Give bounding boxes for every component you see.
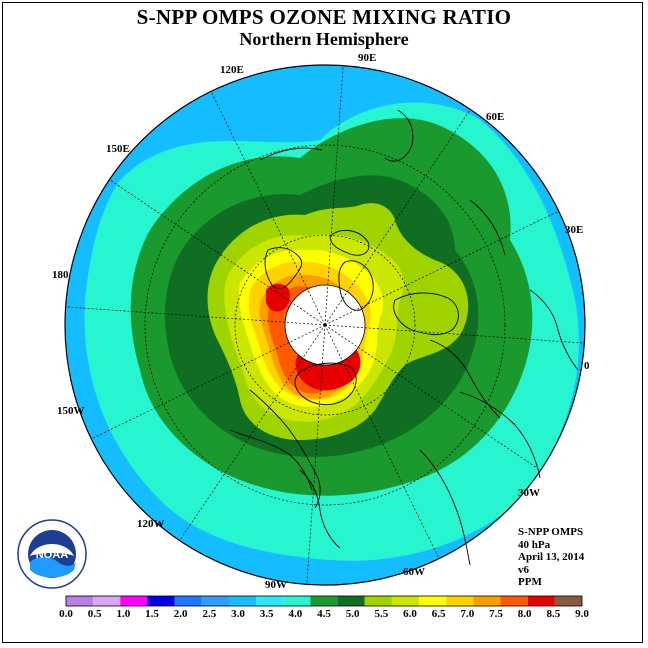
lon-label-150w: 150W: [57, 405, 85, 417]
meridian-90e: [324, 65, 344, 326]
meridian-60e: [324, 109, 471, 326]
colorbar-swatch: [66, 596, 94, 606]
coastlines: [229, 109, 579, 566]
meridian-150w: [91, 324, 326, 440]
contour-8.0-8.5-b: [266, 283, 291, 312]
colorbar-tick-label: 1.0: [116, 608, 131, 620]
colorbar-swatch: [473, 596, 501, 606]
colorbar-tick-label: 3.5: [259, 608, 274, 620]
colorbar-swatch: [527, 596, 555, 606]
info-block: S-NPP OMPS 40 hPa April 13, 2014 v6 PPM: [518, 526, 584, 589]
meridian-30w: [324, 324, 541, 471]
figure-frame: [2, 2, 643, 643]
colorbar-tick-label: 6.0: [403, 608, 417, 620]
colorbar-tick-label: 2.0: [173, 608, 188, 620]
colorbar-swatch: [310, 596, 338, 606]
meridian-150e: [109, 179, 326, 326]
colorbar-tick-label: 0.0: [59, 608, 73, 620]
colorbar-swatch: [364, 596, 392, 606]
colorbar-swatch: [283, 596, 311, 606]
lon-label-30e: 30E: [565, 224, 584, 236]
meridian-120e: [210, 91, 326, 326]
colorbar-tick-label: 8.5: [546, 608, 561, 620]
meridian-30e: [324, 210, 559, 326]
chart-subtitle: Northern Hemisphere: [239, 29, 409, 49]
colorbar-scale: 0.0 0.5 1.0 1.5 2.0 2.5 3.0 3.5 4.0 4.5 5.0 5.5 6.0 6…: [0, 608, 648, 622]
colorbar-swatch: [554, 596, 582, 606]
colorbar-tick-label: 5.5: [374, 608, 389, 620]
lon-label-90w: 90W: [265, 579, 287, 591]
colorbar-tick-label: 1.5: [145, 608, 159, 620]
meridian-180: [65, 306, 326, 326]
colorbar-tick-label: 8.0: [517, 608, 532, 620]
latitude-circle-60n: [234, 234, 416, 416]
colorbar-swatch: [147, 596, 175, 606]
info-instrument: S-NPP OMPS: [518, 526, 584, 538]
meridian-60w: [324, 324, 440, 559]
colorbar-tick-label: 4.5: [317, 608, 331, 620]
colorbar-swatch: [500, 596, 528, 606]
colorbar-tick-label: 5.0: [345, 608, 360, 620]
colorbar-tick-label: 2.5: [202, 608, 217, 620]
lon-label-60e: 60E: [486, 111, 505, 123]
info-units: PPM: [518, 576, 542, 588]
meridian-120w: [179, 324, 326, 541]
colorbar-tick-label: 7.0: [460, 608, 475, 620]
lon-label-30w: 30W: [518, 487, 540, 499]
colorbar-swatch: [391, 596, 420, 606]
meridian-90w: [306, 324, 326, 585]
colorbar-swatch: [228, 596, 257, 606]
lon-label-0: 0: [584, 360, 590, 372]
info-date: April 13, 2014: [518, 551, 585, 563]
lon-label-150e: 150E: [106, 143, 130, 155]
colorbar-tick-label: 0.5: [87, 608, 102, 620]
colorbar-swatch: [337, 596, 365, 606]
lon-label-60w: 60W: [403, 566, 425, 578]
map-border: [64, 64, 586, 586]
colorbar-border: [65, 595, 583, 607]
graticule: [65, 65, 585, 585]
colorbar-tick-label: 9.0: [575, 608, 589, 620]
meridian-0: [324, 324, 585, 344]
colorbar-swatch: [446, 596, 474, 606]
colorbar-swatch: [201, 596, 229, 606]
noaa-logo-text: NOAA: [36, 549, 68, 561]
lon-label-90e: 90E: [358, 52, 377, 64]
noaa-logo-icon: NOAA: [17, 519, 87, 589]
colorbar-swatch: [120, 596, 148, 606]
latitude-circle-30n: [144, 144, 506, 506]
colorbar-swatch: [419, 596, 447, 606]
lon-label-120w: 120W: [137, 518, 165, 530]
info-version: v6: [518, 563, 529, 576]
chart-title: S-NPP OMPS OZONE MIXING RATIO: [136, 5, 512, 29]
colorbar-tick-label: 6.5: [431, 608, 446, 620]
colorbar-tick-label: 7.5: [489, 608, 503, 620]
colorbar-swatch: [93, 596, 121, 606]
colorbar-swatch: [256, 596, 284, 606]
colorbar-tick-label: 4.0: [288, 608, 303, 620]
lon-label-180: 180: [52, 269, 69, 281]
lon-label-120e: 120E: [220, 64, 244, 76]
colorbar-tick-label: 3.0: [231, 608, 245, 620]
info-level: 40 hPa: [518, 538, 551, 551]
colorbar-swatch: [174, 596, 202, 606]
